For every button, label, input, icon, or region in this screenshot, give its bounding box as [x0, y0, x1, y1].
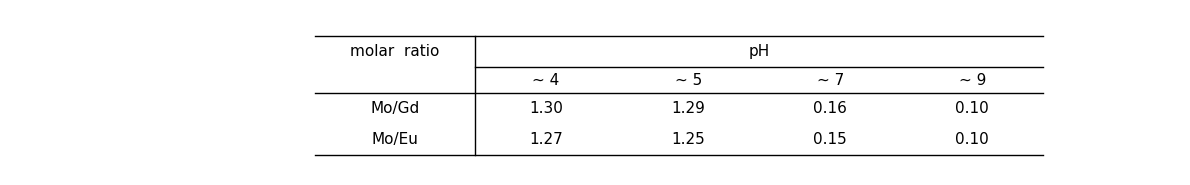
Text: molar  ratio: molar ratio — [350, 44, 439, 59]
Text: 0.16: 0.16 — [813, 101, 847, 116]
Text: 1.25: 1.25 — [671, 132, 704, 147]
Text: 0.15: 0.15 — [813, 132, 847, 147]
Text: 1.27: 1.27 — [530, 132, 563, 147]
Text: Mo/Gd: Mo/Gd — [370, 101, 420, 116]
Text: Mo/Eu: Mo/Eu — [371, 132, 419, 147]
Text: 0.10: 0.10 — [956, 132, 989, 147]
Text: ~ 9: ~ 9 — [959, 73, 987, 88]
Text: 1.29: 1.29 — [671, 101, 706, 116]
Text: ~ 4: ~ 4 — [532, 73, 559, 88]
Text: ~ 7: ~ 7 — [816, 73, 844, 88]
Text: ~ 5: ~ 5 — [675, 73, 702, 88]
Text: 0.10: 0.10 — [956, 101, 989, 116]
Text: 1.30: 1.30 — [530, 101, 563, 116]
Text: pH: pH — [749, 44, 770, 59]
